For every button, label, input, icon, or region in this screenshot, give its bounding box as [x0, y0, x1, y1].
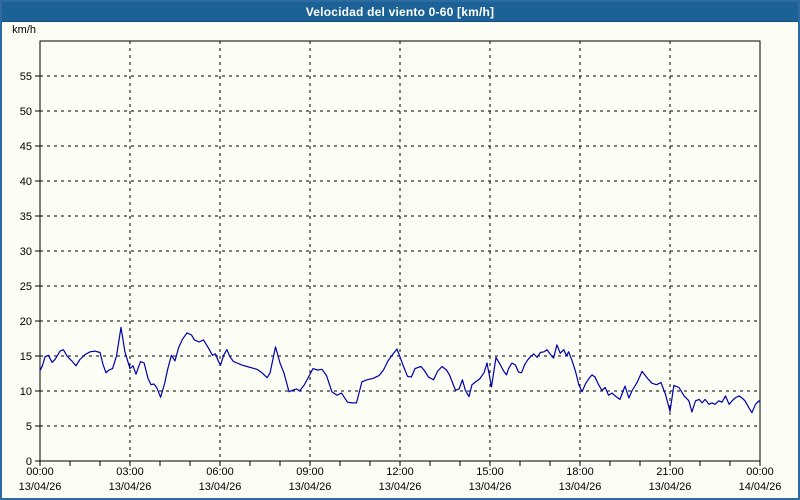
x-time-label: 18:00 — [566, 466, 594, 478]
x-time-label: 06:00 — [206, 466, 234, 478]
window-title: Velocidad del viento 0-60 [km/h] — [305, 4, 495, 19]
x-date-label: 13/04/26 — [199, 481, 242, 493]
y-tick-label: 30 — [20, 246, 32, 258]
y-tick-label: 45 — [20, 141, 32, 153]
y-tick-label: 20 — [20, 316, 32, 328]
x-date-label: 13/04/26 — [469, 481, 512, 493]
x-date-label: 13/04/26 — [19, 481, 62, 493]
y-tick-label: 15 — [20, 351, 32, 363]
x-time-label: 09:00 — [296, 466, 324, 478]
plot-border — [39, 40, 761, 462]
x-time-label: 12:00 — [386, 466, 414, 478]
x-time-label: 00:00 — [26, 466, 54, 478]
x-date-label: 13/04/26 — [109, 481, 152, 493]
x-time-label: 00:00 — [746, 466, 774, 478]
wind-speed-chart: 0 5 10 15 20 25 30 35 40 45 50 55 00:00 13/04/26 03:00… — [19, 40, 782, 493]
y-tick-label: 25 — [20, 281, 32, 293]
x-date-label: 13/04/26 — [649, 481, 692, 493]
x-time-label: 21:00 — [656, 466, 684, 478]
x-time-label: 15:00 — [476, 466, 504, 478]
chart-container: km/h 0 5 10 15 20 25 30 35 40 45 50 55 00:00 13/04/26… — [2, 22, 798, 498]
x-time-label: 03:00 — [116, 466, 144, 478]
y-tick-label: 10 — [20, 386, 32, 398]
y-axis-unit-label: km/h — [12, 24, 36, 36]
y-tick-label: 35 — [20, 211, 32, 223]
y-tick-label: 55 — [20, 71, 32, 83]
x-date-label: 13/04/26 — [379, 481, 422, 493]
x-date-label: 13/04/26 — [289, 481, 332, 493]
wind-speed-line — [39, 326, 761, 414]
x-date-label: 13/04/26 — [559, 481, 602, 493]
x-date-label: 14/04/26 — [739, 481, 782, 493]
title-bar: Velocidad del viento 0-60 [km/h] — [2, 2, 798, 22]
y-tick-label: 5 — [26, 421, 32, 433]
y-tick-label: 40 — [20, 176, 32, 188]
y-tick-label: 0 — [26, 456, 32, 468]
y-tick-label: 50 — [20, 106, 32, 118]
